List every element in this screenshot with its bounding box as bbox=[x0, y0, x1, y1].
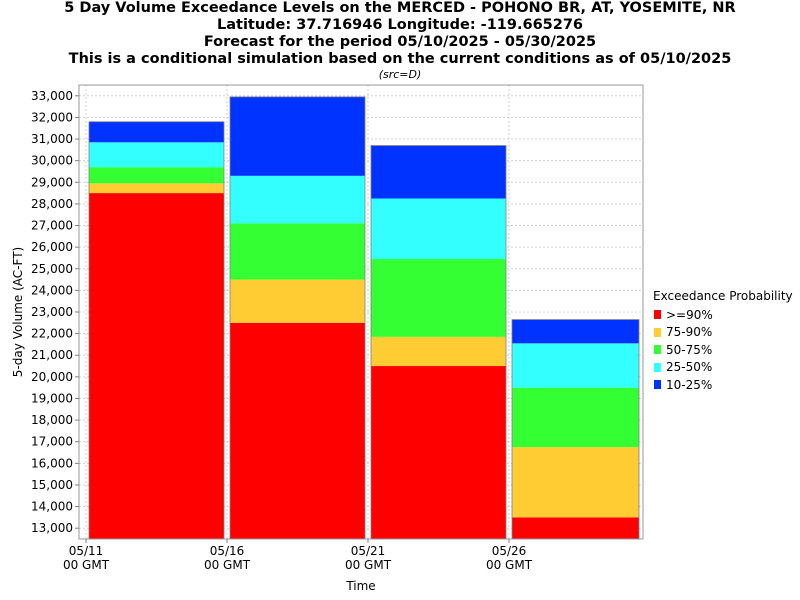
bar-segment-1 bbox=[371, 366, 506, 539]
chart-title: 5 Day Volume Exceedance Levels on the ME… bbox=[64, 0, 736, 16]
y-tick-label: 23,000 bbox=[31, 305, 73, 319]
bar-segment-1 bbox=[89, 193, 224, 539]
legend-title: Exceedance Probability bbox=[653, 289, 793, 303]
bar-segment-3 bbox=[371, 259, 506, 337]
y-tick-label: 29,000 bbox=[31, 175, 73, 189]
y-tick-label: 15,000 bbox=[31, 478, 73, 492]
legend-label: 75-90% bbox=[666, 325, 713, 340]
bar-segment-2 bbox=[371, 336, 506, 367]
x-axis-title: Time bbox=[345, 579, 375, 593]
legend-swatch bbox=[654, 380, 661, 390]
y-tick-label: 27,000 bbox=[31, 219, 73, 233]
bar-segment-5 bbox=[89, 121, 224, 143]
bar-segment-5 bbox=[512, 319, 639, 344]
bar-segment-4 bbox=[230, 175, 365, 224]
y-tick-label: 18,000 bbox=[31, 413, 73, 427]
chart-source-note: (src=D) bbox=[378, 68, 422, 81]
bar-segment-1 bbox=[230, 322, 365, 539]
y-tick-label: 33,000 bbox=[31, 89, 73, 103]
y-tick-label: 16,000 bbox=[31, 456, 73, 470]
x-tick-label-gmt: 00 GMT bbox=[345, 558, 392, 572]
bar-segment-1 bbox=[512, 517, 639, 539]
y-tick-label: 25,000 bbox=[31, 262, 73, 276]
chart-subtitle-conditions: This is a conditional simulation based o… bbox=[68, 51, 732, 67]
chart-subtitle-period: Forecast for the period 05/10/2025 - 05/… bbox=[203, 34, 597, 50]
y-tick-label: 30,000 bbox=[31, 154, 73, 168]
y-tick-label: 17,000 bbox=[31, 435, 73, 449]
legend-item: 75-90% bbox=[653, 324, 793, 342]
bar-segment-4 bbox=[512, 343, 639, 388]
bar-segment-2 bbox=[512, 447, 639, 518]
legend-label: 50-75% bbox=[666, 342, 713, 357]
y-tick-label: 13,000 bbox=[31, 521, 73, 535]
y-tick-label: 24,000 bbox=[31, 283, 73, 297]
y-tick-label: 31,000 bbox=[31, 132, 73, 146]
y-tick-label: 20,000 bbox=[31, 370, 73, 384]
chart-subtitle-location: Latitude: 37.716946 Longitude: -119.6652… bbox=[216, 17, 584, 33]
x-tick-label: 05/16 bbox=[210, 544, 245, 558]
bar-segment-3 bbox=[512, 387, 639, 448]
y-tick-label: 28,000 bbox=[31, 197, 73, 211]
y-tick-label: 19,000 bbox=[31, 391, 73, 405]
bar-segment-4 bbox=[371, 198, 506, 260]
legend-label: >=90% bbox=[666, 307, 713, 322]
x-tick-label: 05/11 bbox=[69, 544, 104, 558]
legend: Exceedance Probability >=90% 75-90% 50-75%… bbox=[653, 289, 793, 394]
y-tick-label: 32,000 bbox=[31, 110, 73, 124]
legend-item: 10-25% bbox=[653, 376, 793, 394]
x-tick-label-gmt: 00 GMT bbox=[204, 558, 251, 572]
y-axis-title: 5-day Volume (AC-FT) bbox=[11, 247, 25, 377]
bar-segment-5 bbox=[371, 145, 506, 199]
y-axis: 13,000 14,000 15,000 16,000 17,000 18,000 19,0… bbox=[31, 89, 79, 535]
legend-label: 10-25% bbox=[666, 377, 713, 392]
bars bbox=[88, 96, 640, 540]
y-tick-label: 26,000 bbox=[31, 240, 73, 254]
x-tick-label-gmt: 00 GMT bbox=[486, 558, 533, 572]
x-tick-label-gmt: 00 GMT bbox=[63, 558, 110, 572]
bar-segment-3 bbox=[89, 167, 224, 184]
x-tick-label: 05/26 bbox=[492, 544, 527, 558]
legend-swatch bbox=[654, 310, 661, 320]
chart-titles: 5 Day Volume Exceedance Levels on the ME… bbox=[0, 0, 800, 82]
y-tick-label: 21,000 bbox=[31, 348, 73, 362]
legend-item: >=90% bbox=[653, 306, 793, 324]
legend-item: 50-75% bbox=[653, 341, 793, 359]
y-tick-label: 22,000 bbox=[31, 327, 73, 341]
legend-swatch bbox=[654, 327, 661, 337]
x-tick-label: 05/21 bbox=[351, 544, 386, 558]
legend-swatch bbox=[654, 362, 661, 372]
y-tick-label: 14,000 bbox=[31, 500, 73, 514]
bar-segment-4 bbox=[89, 142, 224, 168]
legend-item: 25-50% bbox=[653, 359, 793, 377]
bar-segment-3 bbox=[230, 223, 365, 280]
legend-swatch bbox=[654, 345, 661, 355]
bar-segment-5 bbox=[230, 96, 365, 176]
legend-items: >=90% 75-90% 50-75% 25-50% 10-25% bbox=[653, 306, 793, 394]
legend-label: 25-50% bbox=[666, 360, 713, 375]
bar-segment-2 bbox=[230, 279, 365, 323]
bar-segment-2 bbox=[89, 183, 224, 194]
